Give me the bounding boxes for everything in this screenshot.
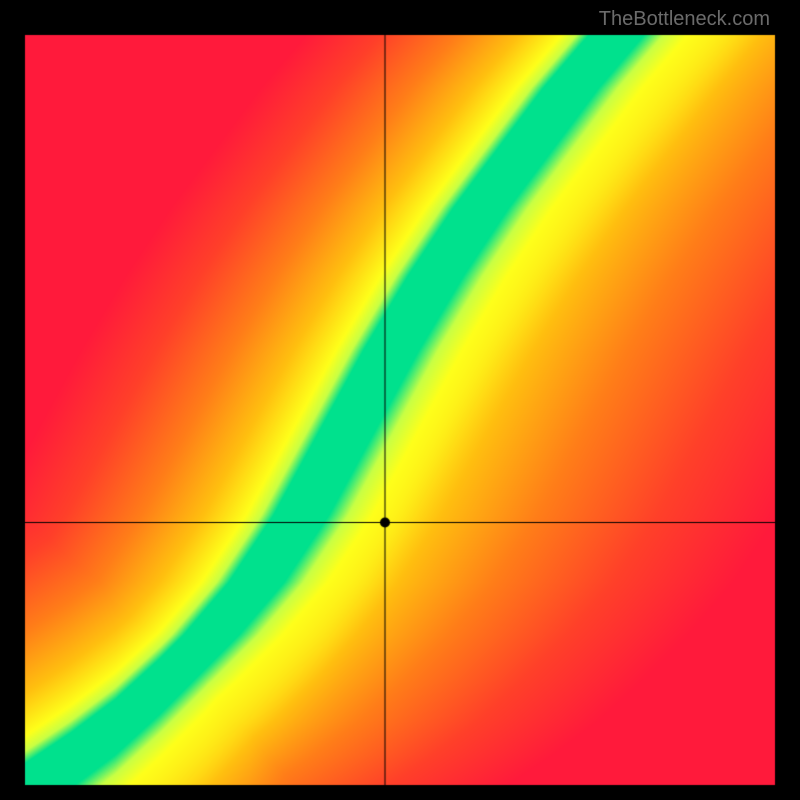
- bottleneck-heatmap: [0, 0, 800, 800]
- watermark-text: TheBottleneck.com: [599, 8, 770, 31]
- chart-container: TheBottleneck.com: [0, 0, 800, 800]
